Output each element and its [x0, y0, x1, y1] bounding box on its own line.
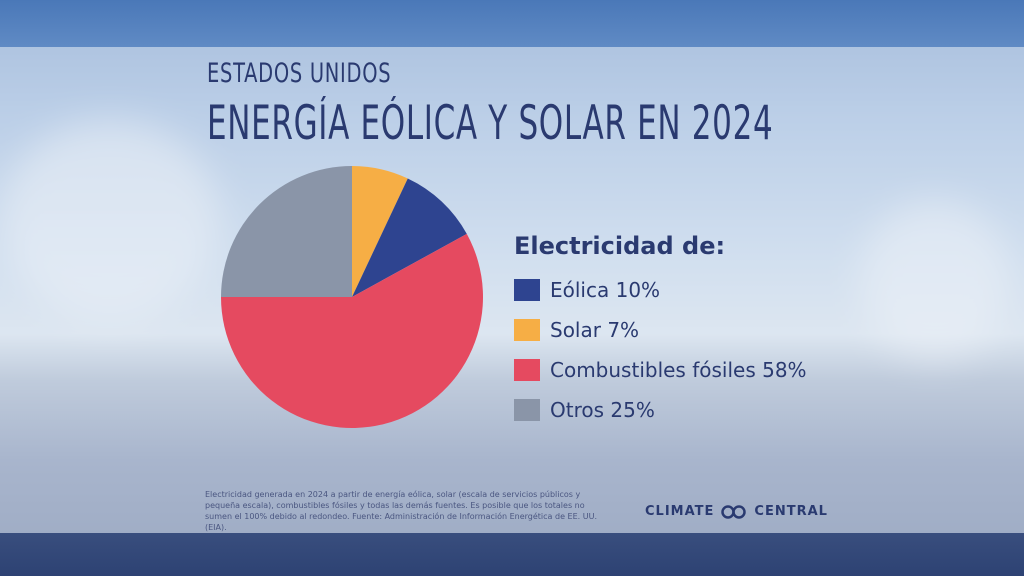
legend-label: Solar 7% — [550, 318, 640, 342]
climate-central-logo: CLIMATE CENTRAL — [645, 504, 828, 519]
pie-slice-eólica — [352, 178, 467, 297]
legend-label: Otros 25% — [550, 398, 655, 422]
legend-label: Combustibles fósiles 58% — [550, 358, 807, 382]
footnote: Electricidad generada en 2024 a partir d… — [205, 490, 597, 532]
legend-swatch — [514, 359, 540, 381]
logo-text-left: CLIMATE — [645, 504, 715, 519]
logo-text-right: CENTRAL — [754, 504, 828, 519]
pie-slice-solar — [352, 166, 408, 297]
logo-rings-icon — [721, 504, 747, 519]
pie-slice-otros — [221, 166, 352, 297]
legend-swatch — [514, 279, 540, 301]
legend-item: Otros 25% — [514, 390, 807, 430]
content-panel — [0, 47, 1024, 533]
legend-item: Combustibles fósiles 58% — [514, 350, 807, 390]
legend: Electricidad de: Eólica 10% Solar 7% Combu… — [514, 232, 807, 430]
chart-title: ENERGÍA EÓLICA Y SOLAR EN 2024 — [207, 96, 774, 151]
pie-slice-combustibles-fósiles — [221, 233, 483, 428]
legend-swatch — [514, 399, 540, 421]
legend-swatch — [514, 319, 540, 341]
legend-label: Eólica 10% — [550, 278, 661, 302]
legend-item: Eólica 10% — [514, 270, 807, 310]
legend-title: Electricidad de: — [514, 232, 726, 260]
pie-chart — [221, 166, 483, 428]
legend-item: Solar 7% — [514, 310, 807, 350]
chart-subtitle: ESTADOS UNIDOS — [207, 58, 392, 89]
